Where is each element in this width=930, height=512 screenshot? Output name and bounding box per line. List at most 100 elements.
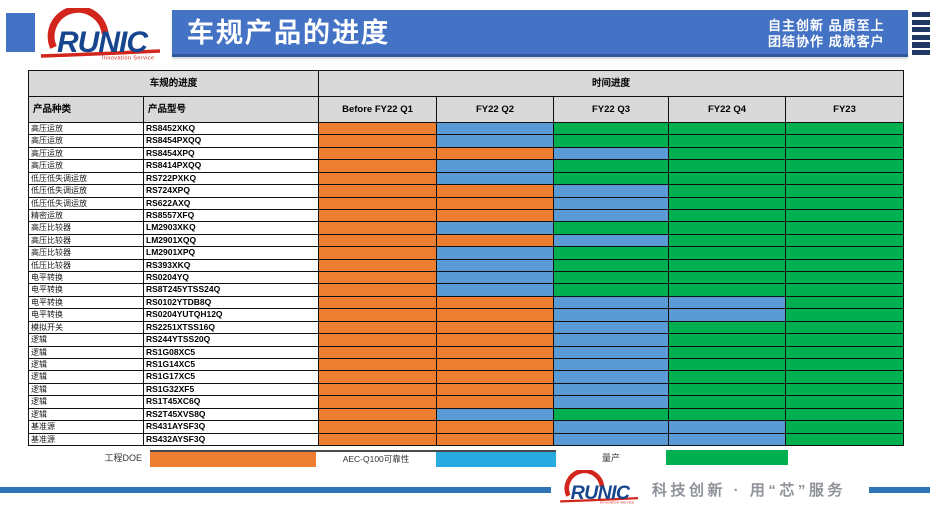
model-cell: RS8452XKQ: [143, 122, 318, 135]
phase-cell-doe: [318, 271, 436, 284]
phase-cell-doe: [436, 333, 553, 346]
legend-bar: AEC-Q100可靠性: [150, 450, 556, 467]
phase-cell-aec: [436, 171, 553, 185]
table-column-header-row: 产品种类 产品型号 Before FY22 Q1 FY22 Q2 FY22 Q3…: [28, 96, 903, 122]
column-header-model: 产品型号: [143, 96, 318, 122]
phase-cell-doe: [436, 382, 553, 396]
phase-cell-mp: [785, 208, 903, 222]
table-row: 逻辑 RS1G17XC5: [28, 370, 903, 383]
phase-cell-mp: [668, 246, 785, 259]
phase-cell-aec: [553, 184, 668, 197]
table-row: 低压比较器 RS393XKQ: [28, 258, 903, 272]
phase-cell-mp: [785, 258, 903, 272]
phase-cell-mp: [785, 308, 903, 321]
phase-cell-doe: [318, 407, 436, 421]
phase-cell-mp: [553, 221, 668, 234]
phase-cell-mp: [668, 122, 785, 135]
group-header-right: 时间进度: [318, 70, 903, 96]
phase-cell-mp: [785, 333, 903, 346]
legend-doe-label: 工程DOE: [104, 453, 142, 463]
model-cell: RS1G17XC5: [143, 370, 318, 383]
phase-cell-doe: [318, 246, 436, 259]
phase-cell-mp: [668, 320, 785, 334]
logo-swoosh-icon: [40, 49, 161, 58]
phase-cell-aec: [553, 395, 668, 408]
phase-cell-mp: [668, 208, 785, 222]
phase-cell-mp: [668, 382, 785, 396]
model-cell: RS244YTSS20Q: [143, 333, 318, 346]
phase-cell-aec: [668, 432, 785, 445]
phase-cell-doe: [436, 432, 553, 445]
model-cell: RS622AXQ: [143, 196, 318, 209]
category-cell: 低压低失调运放: [28, 184, 143, 197]
phase-cell-doe: [318, 258, 436, 272]
phase-cell-aec: [553, 295, 668, 309]
phase-cell-mp: [668, 171, 785, 185]
category-cell: 电平转换: [28, 283, 143, 296]
phase-cell-mp: [785, 196, 903, 209]
phase-cell-mp: [785, 271, 903, 284]
phase-cell-mp: [668, 407, 785, 421]
model-cell: RS1G14XC5: [143, 358, 318, 371]
phase-cell-mp: [553, 271, 668, 284]
model-cell: RS2T45XVS8Q: [143, 407, 318, 421]
phase-cell-doe: [436, 320, 553, 334]
logo-brand-text: RUNIC: [57, 26, 149, 59]
phase-cell-mp: [668, 196, 785, 209]
model-cell: RS0102YTDB8Q: [143, 295, 318, 309]
phase-cell-mp: [668, 395, 785, 408]
category-cell: 低压低失调运放: [28, 196, 143, 209]
progress-table: 车规的进度 时间进度 产品种类 产品型号 Before FY22 Q1 FY22…: [28, 70, 904, 446]
phase-cell-mp: [785, 382, 903, 396]
phase-cell-aec: [553, 233, 668, 247]
phase-cell-aec: [553, 208, 668, 222]
model-cell: RS8T245YTSS24Q: [143, 283, 318, 296]
table-row: 电平转换 RS0102YTDB8Q: [28, 295, 903, 309]
category-cell: 高压比较器: [28, 221, 143, 234]
table-row: 逻辑 RS1T45XC6Q: [28, 395, 903, 408]
phase-cell-mp: [785, 221, 903, 234]
phase-cell-mp: [785, 134, 903, 147]
phase-cell-doe: [318, 345, 436, 359]
column-header-fy22q2: FY22 Q2: [436, 96, 553, 122]
phase-cell-doe: [318, 358, 436, 371]
model-cell: LM2901XPQ: [143, 246, 318, 259]
model-cell: RS724XPQ: [143, 184, 318, 197]
category-cell: 基准源: [28, 420, 143, 433]
legend-mp-label: 量产: [601, 453, 620, 463]
phase-cell-mp: [785, 420, 903, 433]
phase-cell-mp: [553, 159, 668, 172]
phase-cell-doe: [318, 159, 436, 172]
phase-cell-mp: [785, 370, 903, 383]
phase-cell-aec: [436, 271, 553, 284]
phase-cell-doe: [318, 432, 436, 445]
model-cell: RS431AYSF3Q: [143, 420, 318, 433]
logo-swoosh-icon: [560, 496, 639, 503]
category-cell: 逻辑: [28, 407, 143, 421]
phase-cell-mp: [785, 184, 903, 197]
phase-cell-doe: [318, 333, 436, 346]
model-cell: RS1T45XC6Q: [143, 395, 318, 408]
table-row: 精密运放 RS8557XFQ: [28, 208, 903, 222]
phase-cell-aec: [553, 196, 668, 209]
phase-cell-mp: [668, 159, 785, 172]
phase-cell-mp: [553, 407, 668, 421]
model-cell: RS1G32XF5: [143, 382, 318, 396]
phase-cell-mp: [785, 171, 903, 185]
category-cell: 高压运放: [28, 122, 143, 135]
phase-cell-mp: [553, 283, 668, 296]
table-row: 低压低失调运放 RS622AXQ: [28, 196, 903, 209]
phase-cell-doe: [318, 196, 436, 209]
table-row: 高压运放 RS8414PXQQ: [28, 159, 903, 172]
phase-cell-mp: [553, 122, 668, 135]
category-cell: 逻辑: [28, 395, 143, 408]
phase-cell-mp: [785, 122, 903, 135]
phase-cell-doe: [436, 345, 553, 359]
phase-cell-doe: [318, 134, 436, 147]
table-row: 模拟开关 RS2251XTSS16Q: [28, 320, 903, 334]
phase-cell-aec: [436, 159, 553, 172]
logo-tagline-text: Innovation Service: [600, 501, 634, 504]
phase-cell-mp: [668, 134, 785, 147]
model-cell: RS0204YUTQH12Q: [143, 308, 318, 321]
phase-cell-mp: [553, 246, 668, 259]
